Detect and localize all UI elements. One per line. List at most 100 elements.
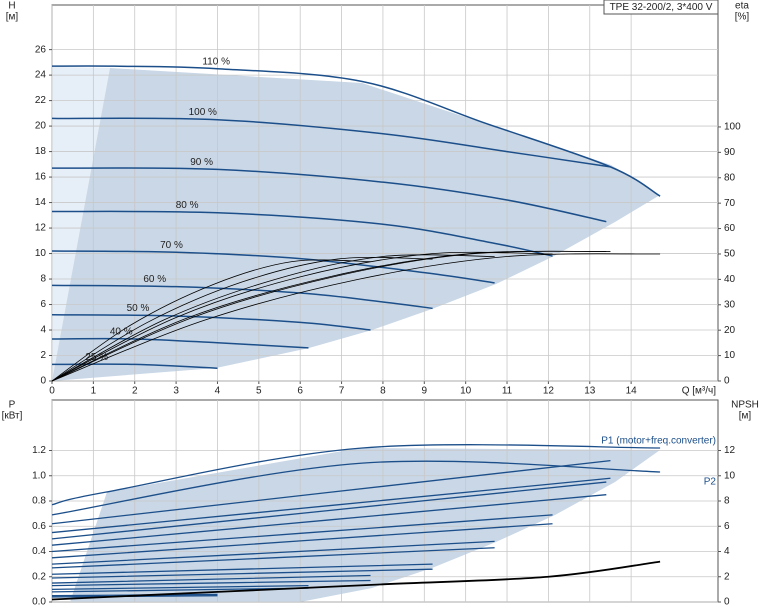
y2-axis-label: eta xyxy=(735,1,749,12)
curve-label: 25 % xyxy=(85,352,108,363)
y-tick-label: 6 xyxy=(40,299,46,310)
y-tick-label: 0.8 xyxy=(32,496,46,507)
x-tick-label: 13 xyxy=(584,386,596,397)
curve xyxy=(51,363,218,370)
curve xyxy=(51,494,607,546)
curve-label: 50 % xyxy=(127,303,150,314)
series-label: P1 (motor+freq.converter) xyxy=(601,436,716,447)
curve-label: 90 % xyxy=(190,157,213,168)
y2-tick-label: 10 xyxy=(724,350,736,361)
y-axis-unit: [кВт] xyxy=(2,411,23,422)
x-tick-label: 1 xyxy=(91,386,97,397)
y-tick-label: 1.2 xyxy=(32,445,46,456)
y2-axis-label: NPSH xyxy=(731,400,759,411)
curve xyxy=(51,117,611,168)
y-tick-label: 18 xyxy=(35,146,47,157)
y2-tick-label: 60 xyxy=(724,223,736,234)
y-tick-label: 2 xyxy=(40,350,46,361)
y-tick-label: 4 xyxy=(40,325,46,336)
y2-tick-label: 70 xyxy=(724,198,736,209)
y2-curve xyxy=(51,251,553,382)
y2-tick-label: 4 xyxy=(724,546,730,557)
operating-area xyxy=(52,68,660,381)
chart-title: TPE 32-200/2, 3*400 V xyxy=(610,2,713,13)
curve xyxy=(51,584,309,591)
curve xyxy=(51,574,371,584)
y2-curve xyxy=(51,259,371,382)
light-area xyxy=(52,67,110,381)
y-tick-label: 0.4 xyxy=(32,546,46,557)
chart-layer: 0 1 2 3 4 5 6 7 8 9 10 11 12 13 1402468101214161820222… xyxy=(32,5,741,608)
x-tick-label: 7 xyxy=(339,386,345,397)
y-tick-label: 10 xyxy=(35,248,47,259)
curve-label: 100 % xyxy=(189,107,217,118)
y2-tick-label: 100 xyxy=(724,122,741,133)
curve xyxy=(51,579,371,587)
x-tick-label: 14 xyxy=(626,386,638,397)
y2-tick-label: 90 xyxy=(724,147,736,158)
y2-tick-label: 10 xyxy=(724,470,736,481)
curve xyxy=(51,284,433,310)
y-tick-label: 0.0 xyxy=(32,597,46,608)
y2-curve xyxy=(51,253,661,382)
y2-axis-unit: [%] xyxy=(735,12,750,23)
y2-tick-label: 50 xyxy=(724,249,736,260)
y-tick-label: 20 xyxy=(35,121,47,132)
y2-curve xyxy=(51,254,495,382)
y-axis-label: H xyxy=(8,1,15,12)
curve xyxy=(51,523,553,559)
y-tick-label: 26 xyxy=(35,44,47,55)
y2-tick-label: 40 xyxy=(724,274,736,285)
curve xyxy=(51,547,495,569)
x-tick-label: 10 xyxy=(460,386,472,397)
y-axis-unit: [м] xyxy=(6,12,19,23)
y-tick-label: 12 xyxy=(35,223,47,234)
y2-tick-label: 12 xyxy=(724,445,736,456)
curve xyxy=(51,563,433,575)
curve xyxy=(51,444,661,506)
y2-tick-label: 20 xyxy=(724,325,736,336)
y-tick-label: 8 xyxy=(40,274,46,285)
y2-tick-label: 6 xyxy=(724,521,730,532)
y2-curve xyxy=(51,560,661,601)
x-tick-label: 3 xyxy=(173,386,179,397)
curve xyxy=(51,337,309,349)
y-axis-label: P xyxy=(9,400,16,411)
x-tick-label: 12 xyxy=(543,386,555,397)
y2-curve xyxy=(51,250,607,382)
y-tick-label: 14 xyxy=(35,197,47,208)
curve-label: 110 % xyxy=(202,56,230,67)
curve xyxy=(51,65,661,197)
y-tick-label: 0 xyxy=(40,376,46,387)
y-tick-label: 24 xyxy=(35,70,47,81)
curve xyxy=(51,481,607,540)
curve-label: 80 % xyxy=(176,200,199,211)
curve xyxy=(51,210,553,257)
y2-tick-label: 0 xyxy=(724,597,730,608)
curve xyxy=(51,540,495,565)
curve-label: 70 % xyxy=(160,240,183,251)
y2-tick-label: 80 xyxy=(724,172,736,183)
x-tick-label: 9 xyxy=(422,386,428,397)
x-tick-label: 4 xyxy=(215,386,221,397)
y2-tick-label: 0 xyxy=(724,376,730,387)
x-tick-label: 5 xyxy=(256,386,262,397)
curve xyxy=(51,459,611,525)
x-tick-label: 2 xyxy=(132,386,138,397)
x-axis-label: Q [м³/ч] xyxy=(682,386,717,397)
y2-tick-label: 2 xyxy=(724,571,730,582)
series-label: P2 xyxy=(704,477,717,488)
y-tick-label: 0.2 xyxy=(32,571,46,582)
curve xyxy=(51,514,553,553)
y-tick-label: 0.6 xyxy=(32,521,46,532)
x-tick-label: 11 xyxy=(502,386,513,397)
curve xyxy=(51,477,611,534)
title-box xyxy=(603,0,719,15)
curve xyxy=(51,568,433,579)
y-tick-label: 16 xyxy=(35,172,47,183)
curve-label: 40 % xyxy=(110,327,133,338)
y2-tick-label: 8 xyxy=(724,496,730,507)
y2-curve xyxy=(51,256,433,382)
y2-axis-unit: [м] xyxy=(739,411,752,422)
